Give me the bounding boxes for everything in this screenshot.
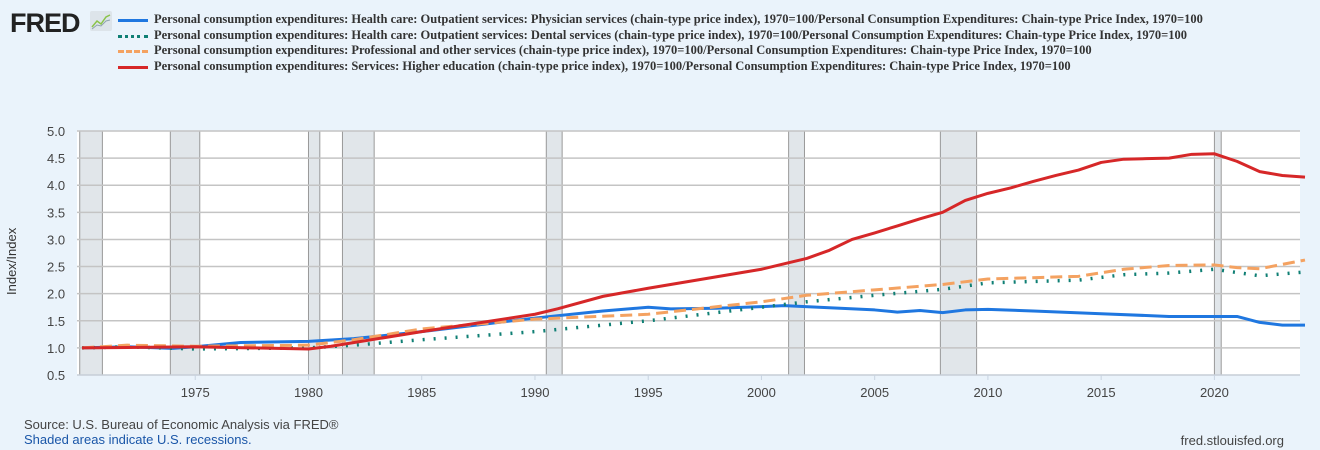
- series-line: [81, 304, 1305, 350]
- x-tick-label: 2000: [747, 385, 776, 400]
- series-line: [81, 267, 1306, 351]
- recession-band: [545, 130, 563, 376]
- x-tick-label: 2015: [1087, 385, 1116, 400]
- y-tick-label: 3.5: [47, 205, 65, 220]
- x-tick-label: 1975: [181, 385, 210, 400]
- series-line: [81, 152, 1306, 351]
- x-tick-label: 1995: [634, 385, 663, 400]
- legend-swatch: [118, 34, 148, 38]
- recession-band: [307, 130, 321, 376]
- chart-graph-icon: [90, 11, 112, 31]
- logo-text: FRED: [10, 8, 80, 38]
- site-link[interactable]: fred.stlouisfed.org: [1180, 433, 1284, 448]
- chart-area: 0.5 1.0 1.5 2.0 2.5 3.0 3.5 4.0 4.5 5.0 1975 1980 19…: [47, 124, 1306, 400]
- legend-label: Personal consumption expenditures: Healt…: [154, 12, 1203, 26]
- source-note: Source: U.S. Bureau of Economic Analysis…: [24, 417, 338, 447]
- y-tick-label: 5.0: [47, 124, 65, 139]
- recession-band: [788, 130, 805, 376]
- x-tick-label: 1985: [407, 385, 436, 400]
- legend-swatch: [118, 19, 148, 22]
- recessions-note: Shaded areas indicate U.S. recessions.: [24, 432, 252, 447]
- x-tick-label: 2010: [973, 385, 1002, 400]
- y-tick-label: 1.5: [47, 314, 65, 329]
- y-tick-label: 2.5: [47, 260, 65, 275]
- y-tick-label: 4.5: [47, 151, 65, 166]
- y-tick-label: 2.0: [47, 287, 65, 302]
- source-text: Source: U.S. Bureau of Economic Analysis…: [24, 417, 339, 432]
- y-tick-label: 1.0: [47, 341, 65, 356]
- legend-item[interactable]: Personal consumption expenditures: Servi…: [118, 59, 1268, 75]
- fred-logo[interactable]: FRED: [10, 8, 80, 39]
- legend-swatch: [118, 50, 148, 53]
- y-tick-label: 3.0: [47, 232, 65, 247]
- recession-band: [939, 130, 978, 376]
- legend-item[interactable]: Personal consumption expenditures: Healt…: [118, 28, 1268, 44]
- legend-item[interactable]: Personal consumption expenditures: Healt…: [118, 12, 1268, 28]
- recession-band: [79, 130, 103, 376]
- legend-label: Personal consumption expenditures: Servi…: [154, 58, 1071, 73]
- x-tick-label: 1990: [521, 385, 550, 400]
- y-tick-label: 4.0: [47, 178, 65, 193]
- y-tick-label: 0.5: [47, 368, 65, 383]
- x-tick-label: 1980: [294, 385, 323, 400]
- x-tick-label: 2005: [860, 385, 889, 400]
- recession-band: [169, 130, 201, 376]
- plot-background: [77, 131, 1300, 375]
- legend-item[interactable]: Personal consumption expenditures: Profe…: [118, 43, 1268, 59]
- series-line: [81, 258, 1306, 350]
- legend: Personal consumption expenditures: Healt…: [118, 12, 1268, 74]
- legend-label: Personal consumption expenditures: Healt…: [154, 27, 1187, 42]
- legend-label: Personal consumption expenditures: Profe…: [154, 43, 1092, 57]
- recession-band: [1213, 130, 1222, 376]
- x-tick-label: 2020: [1200, 385, 1229, 400]
- legend-swatch: [118, 65, 148, 69]
- recession-band: [341, 130, 375, 376]
